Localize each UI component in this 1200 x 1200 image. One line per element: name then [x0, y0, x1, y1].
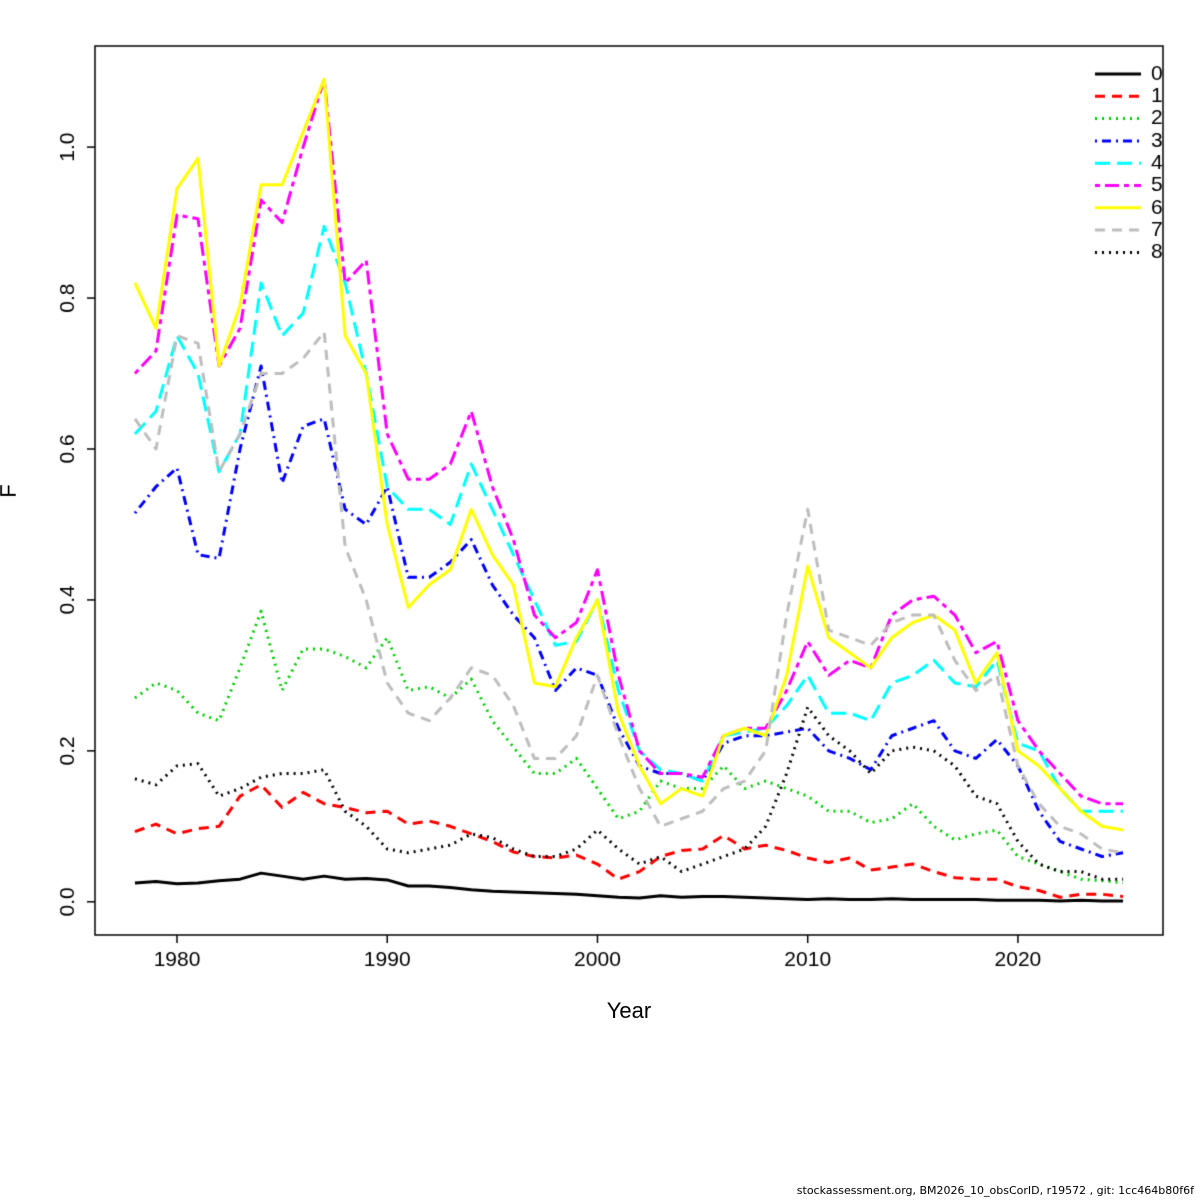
x-axis-label: Year: [606, 998, 652, 1023]
y-axis-label: F: [0, 484, 22, 497]
footer-attribution: stockassessment.org, BM2026_10_obsCorID,…: [796, 1184, 1194, 1197]
